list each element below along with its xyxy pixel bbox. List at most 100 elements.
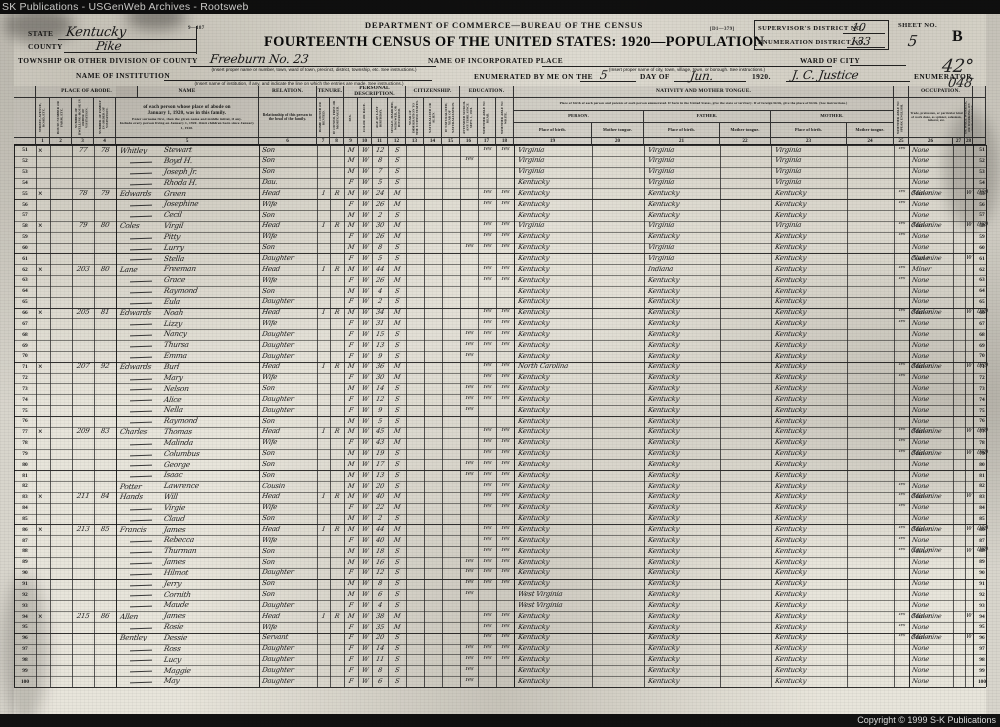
sex: F: [348, 601, 354, 609]
given-name: Boyd H.: [163, 156, 193, 166]
place-of-birth: Kentucky: [517, 341, 550, 349]
age: 26: [375, 276, 385, 284]
marital-status: M: [393, 189, 401, 197]
able-to-write: Yes: [500, 526, 510, 531]
race: W: [361, 374, 369, 381]
industry: Coal mine: [910, 188, 943, 197]
line-number: 58: [22, 223, 28, 230]
column-number-2: 2: [50, 138, 72, 145]
enum-month-value: Jun.: [689, 69, 715, 83]
age: 6: [377, 591, 383, 598]
relation: Wife: [261, 320, 278, 328]
column-separator: [496, 145, 497, 687]
place-of-birth: Kentucky: [517, 569, 550, 577]
able-to-write: Yes: [500, 276, 510, 282]
mother-place-of-birth: Kentucky: [774, 395, 807, 403]
age: 43: [375, 439, 385, 446]
row-separator: [14, 654, 986, 656]
column-number-28: 28: [965, 138, 973, 145]
column-header-label: Attended school any time since Sept. 1, …: [462, 100, 474, 135]
age: 35: [375, 623, 385, 631]
industry: Coal mine: [910, 633, 943, 642]
row-separator: [14, 459, 986, 461]
line-number: 68: [979, 331, 985, 338]
occupation: None: [911, 580, 930, 587]
line-number: 85: [22, 515, 28, 522]
place-of-birth: Kentucky: [517, 482, 550, 490]
given-name: Virgie: [163, 502, 186, 512]
given-name: Columbus: [163, 448, 201, 458]
county-label: County: [28, 42, 63, 51]
row-separator: [14, 231, 986, 233]
able-to-write: Yes: [500, 341, 510, 347]
column-separator: [259, 145, 260, 687]
given-name: Burl: [163, 362, 180, 371]
column-header-label: If naturalized, year of naturalization.: [444, 101, 456, 134]
age: 9: [377, 406, 383, 414]
race: W: [361, 526, 369, 533]
mother-place-of-birth: Kentucky: [774, 265, 807, 273]
able-to-write: Yes: [500, 189, 510, 195]
able-to-write: Yes: [500, 482, 510, 488]
mother-place-of-birth: Virginia: [774, 146, 802, 154]
age: 12: [375, 569, 385, 576]
line-number: 64: [979, 288, 985, 295]
race: W: [361, 612, 369, 620]
marital-status: M: [393, 374, 401, 381]
ditto-dash: [129, 389, 153, 391]
mother-place-of-birth: Kentucky: [774, 189, 807, 197]
worker-class: W: [965, 526, 973, 532]
sex: M: [347, 385, 355, 392]
row-separator: [14, 372, 986, 374]
race: W: [361, 341, 369, 349]
attended-school: Yes: [464, 569, 474, 575]
industry: Coal mine: [910, 611, 943, 620]
age: 5: [377, 417, 383, 425]
age: 20: [375, 634, 385, 641]
father-place-of-birth: Virginia: [647, 146, 675, 154]
home-ownership: R: [334, 222, 340, 229]
mother-place-of-birth: Kentucky: [774, 536, 807, 544]
marital-status: S: [394, 157, 400, 165]
column-header-label: Single, married, widowed, or divorced.: [390, 101, 402, 134]
marital-status: M: [393, 320, 401, 327]
column-group-header: Occupation.: [909, 86, 973, 98]
marital-status: S: [394, 385, 400, 392]
race: W: [361, 558, 369, 566]
occupation: None: [911, 666, 930, 674]
given-name: Rosie: [163, 622, 185, 632]
column-number-gutter: [973, 138, 986, 145]
place-of-birth: Kentucky: [517, 526, 550, 533]
column-separator: [330, 145, 331, 687]
father-place-of-birth: Kentucky: [647, 547, 680, 555]
sex: M: [347, 471, 355, 479]
family-number: 79: [100, 189, 110, 197]
line-number: 91: [22, 581, 28, 587]
able-to-write: Yes: [500, 395, 510, 401]
race: W: [361, 309, 369, 316]
relation: Son: [261, 385, 276, 393]
supervisors-district-value: 10: [851, 21, 867, 34]
mother-place-of-birth: Kentucky: [774, 471, 807, 479]
home-ownership: R: [334, 612, 340, 620]
column-header-8: If owned, free or mortgaged.: [330, 98, 344, 138]
farm-schedule-number: 080: [976, 362, 989, 370]
line-number: 73: [22, 385, 28, 392]
line-number: 81: [979, 472, 985, 479]
relation: Son: [261, 515, 276, 523]
occupation: None: [911, 374, 930, 381]
given-name: Emma: [163, 351, 188, 361]
line-number: 63: [979, 277, 985, 284]
relation: Daughter: [261, 645, 295, 653]
column-separator: [953, 145, 954, 687]
marital-status: M: [393, 265, 401, 273]
age: 16: [375, 558, 385, 566]
speaks-english: Yes: [897, 634, 906, 639]
able-to-read: Yes: [482, 450, 492, 456]
speaks-english: Yes: [897, 146, 906, 151]
given-name: Hilmot: [163, 567, 189, 577]
column-number-11: 11: [372, 138, 388, 145]
place-of-birth: Kentucky: [517, 623, 550, 631]
row-separator: [14, 394, 986, 396]
home-tenure: 1: [320, 222, 327, 229]
